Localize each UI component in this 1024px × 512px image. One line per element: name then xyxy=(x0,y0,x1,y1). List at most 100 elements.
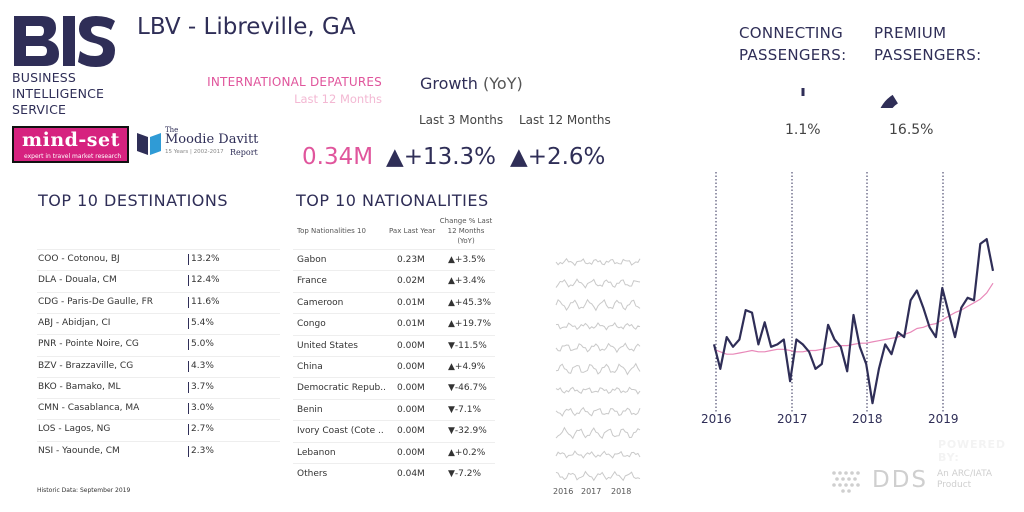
dds-sub: An ARC/IATA Product xyxy=(937,469,992,491)
bis-logo xyxy=(12,12,117,74)
nationalities-title: TOP 10 NATIONALITIES xyxy=(296,191,489,210)
destination-name: PNR - Pointe Noire, CG xyxy=(38,339,139,350)
destination-row: DLA - Douala, CM 12.4% xyxy=(37,270,280,291)
moodie-years: 15 Years | 2002-2017 xyxy=(165,149,224,155)
destination-row: BKO - Bamako, ML 3.7% xyxy=(37,376,280,398)
nationality-change: ▲+0.2% xyxy=(448,447,486,458)
sparkline xyxy=(555,406,641,417)
historic-label: Historic Data: xyxy=(37,487,79,494)
nationality-change: ▼-46.7% xyxy=(448,383,487,394)
destination-pct: 3.7% xyxy=(191,381,214,392)
premium-label-1: PREMIUM xyxy=(874,24,947,42)
sparkline xyxy=(555,362,641,376)
nationality-row: Gabon 0.23M ▲+3.5% xyxy=(293,249,495,270)
intl-label-a: INTERNATIONAL xyxy=(207,75,306,89)
nationality-name: China xyxy=(297,362,323,372)
year-tick-label: 2017 xyxy=(777,412,808,426)
nat-col-change-2: 12 Months xyxy=(447,227,485,235)
sparkline xyxy=(555,278,641,289)
nationality-pax: 0.02M xyxy=(397,276,425,287)
premium-label-2: PASSENGERS: xyxy=(874,46,982,64)
nationality-change: ▼-7.1% xyxy=(448,404,482,415)
nationality-name: Congo xyxy=(297,319,326,330)
nationality-row: China 0.00M ▲+4.9% xyxy=(293,356,495,377)
nationality-sparklines xyxy=(555,257,641,482)
nationality-name: Benin xyxy=(297,404,323,415)
page-title: LBV - Libreville, GA xyxy=(137,14,356,40)
nationality-change: ▼-32.9% xyxy=(448,426,487,437)
nationality-pax: 0.04M xyxy=(397,469,425,479)
nat-col-name: Top Nationalities 10 xyxy=(297,227,366,235)
destination-name: DLA - Douala, CM xyxy=(38,275,117,286)
nationality-row: Ivory Coast (Cote .. 0.00M ▼-32.9% xyxy=(293,420,495,441)
connecting-label-1: CONNECTING xyxy=(739,24,844,42)
book-icon xyxy=(137,133,161,155)
nationality-pax: 0.00M xyxy=(397,362,425,372)
destination-name: NSI - Yaounde, CM xyxy=(38,445,120,456)
intl-departures-sub: Last 12 Months xyxy=(294,92,382,106)
nationality-row: Congo 0.01M ▲+19.7% xyxy=(293,313,495,334)
nationality-row: Others 0.04M ▼-7.2% xyxy=(293,463,495,484)
destination-row: CDG - Paris-De Gaulle, FR 11.6% xyxy=(37,291,280,313)
destination-pct: 2.3% xyxy=(191,445,214,456)
connecting-label-2: PASSENGERS: xyxy=(739,46,847,64)
destination-pct: 2.7% xyxy=(191,424,214,435)
sparkline xyxy=(555,298,641,312)
sparkline xyxy=(555,386,641,395)
destination-bar xyxy=(188,275,189,287)
nationality-name: Democratic Repub.. xyxy=(297,383,386,394)
growth-12m-value: ▲+2.6% xyxy=(510,144,606,170)
destination-bar xyxy=(188,317,189,329)
nationality-name: Cameroon xyxy=(297,297,344,308)
destination-row: ABJ - Abidjan, CI 5.4% xyxy=(37,312,280,334)
spark-year-1: 2016 xyxy=(553,487,574,496)
nationality-name: Lebanon xyxy=(297,447,336,458)
pax-average-line xyxy=(713,282,994,355)
mindset-logo: mind-set expert in travel market researc… xyxy=(12,126,129,163)
mindset-logo-tagline: expert in travel market research xyxy=(24,153,122,160)
premium-label: PREMIUM PASSENGERS: xyxy=(874,22,982,66)
sparkline xyxy=(555,450,641,459)
destination-bar xyxy=(188,381,189,393)
destination-pct: 12.4% xyxy=(191,275,220,286)
sparkline xyxy=(555,322,641,331)
mindset-logo-text: mind-set xyxy=(22,129,120,151)
nat-col-change-3: (YoY) xyxy=(457,237,475,245)
nationality-row: Benin 0.00M ▼-7.1% xyxy=(293,398,495,420)
nationality-row: France 0.02M ▲+3.4% xyxy=(293,270,495,291)
powered-by: POWERED BY: xyxy=(938,438,1006,464)
year-tick-label: 2018 xyxy=(852,412,883,426)
sparkline xyxy=(555,342,641,354)
destination-pct: 11.6% xyxy=(191,296,220,307)
nationality-change: ▲+3.5% xyxy=(448,255,486,265)
intl-label-b: DEPATURES xyxy=(309,75,382,89)
sparkline xyxy=(555,426,641,440)
nat-col-change: Change % Last 12 Months (YoY) xyxy=(436,216,496,246)
sparkline xyxy=(555,257,641,267)
connecting-label: CONNECTING PASSENGERS: xyxy=(739,22,847,66)
nationality-row: Cameroon 0.01M ▲+45.3% xyxy=(293,291,495,313)
nationality-name: France xyxy=(297,276,327,287)
connecting-gauge xyxy=(801,88,805,96)
destination-row: COO - Cotonou, BJ 13.2% xyxy=(37,249,280,270)
moodie-report: Report xyxy=(230,148,258,157)
destination-row: LOS - Lagos, NG 2.7% xyxy=(37,419,280,440)
moodie-pre: The xyxy=(165,126,179,134)
destination-name: CDG - Paris-De Gaulle, FR xyxy=(38,296,154,307)
sparkline xyxy=(555,470,641,482)
nationality-pax: 0.00M xyxy=(397,447,425,458)
nationality-name: United States xyxy=(297,340,358,351)
destination-bar xyxy=(188,339,189,351)
destination-pct: 13.2% xyxy=(191,254,220,264)
destination-bar xyxy=(188,445,189,457)
destination-pct: 5.4% xyxy=(191,317,214,328)
intl-departures-label: INTERNATIONAL DEPATURES xyxy=(190,75,382,89)
nationality-name: Ivory Coast (Cote .. xyxy=(297,426,384,437)
destination-name: BKO - Bamako, ML xyxy=(38,381,121,392)
destination-name: CMN - Casablanca, MA xyxy=(38,403,140,414)
nationality-change: ▲+19.7% xyxy=(448,319,492,330)
historic-value: September 2019 xyxy=(79,487,131,494)
nationality-row: Democratic Repub.. 0.00M ▼-46.7% xyxy=(293,377,495,398)
nationality-pax: 0.00M xyxy=(397,426,425,437)
nationality-row: Lebanon 0.00M ▲+0.2% xyxy=(293,441,495,463)
